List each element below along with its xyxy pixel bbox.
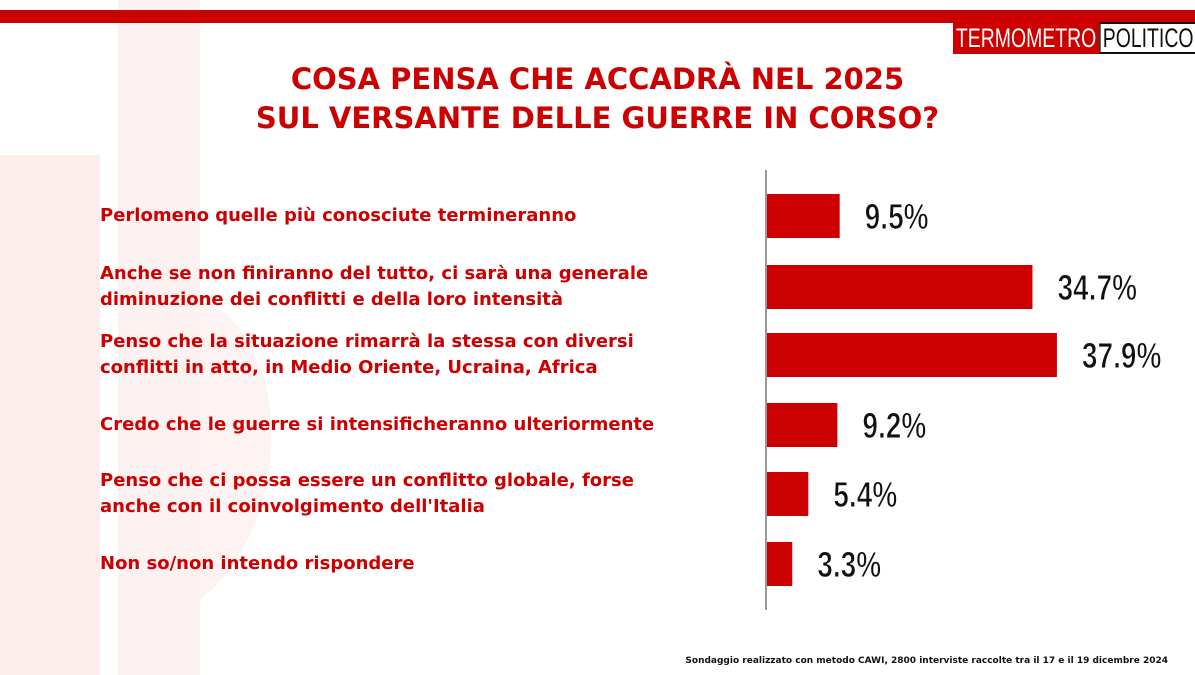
background-watermark xyxy=(0,0,272,675)
value-label-6: 3.3% xyxy=(817,545,881,585)
category-label-2-line-1: Anche se non finiranno del tutto, ci sar… xyxy=(100,263,649,284)
category-label-3: Penso che la situazione rimarrà la stess… xyxy=(100,329,740,381)
category-label-5-line-2: anche con il coinvolgimento dell'Italia xyxy=(100,496,485,517)
category-label-1: Perlomeno quelle più conosciute terminer… xyxy=(100,203,740,229)
category-label-6: Non so/non intendo rispondere xyxy=(100,551,740,577)
bar-2 xyxy=(767,265,1033,309)
bar-series xyxy=(767,194,1057,586)
category-label-1-line-1: Perlomeno quelle più conosciute terminer… xyxy=(100,205,577,226)
bar-6 xyxy=(767,542,793,586)
category-label-5: Penso che ci possa essere un conflitto g… xyxy=(100,468,740,520)
value-label-3: 37.9% xyxy=(1082,336,1162,376)
top-stripe xyxy=(0,10,1195,23)
value-label-1: 9.5% xyxy=(865,197,929,237)
value-labels: 9.5% 34.7% 37.9% 9.2% 5.4% 3.3% xyxy=(817,196,1162,585)
category-label-4-line-1: Credo che le guerre si intensificheranno… xyxy=(100,414,655,435)
brand-logo: TERMOMETRO POLITICO xyxy=(953,22,1195,54)
title-line-2: SUL VERSANTE DELLE GUERRE IN CORSO? xyxy=(255,101,940,135)
value-label-5: 5.4% xyxy=(833,475,897,515)
category-label-4: Credo che le guerre si intensificheranno… xyxy=(100,412,740,438)
category-label-2: Anche se non finiranno del tutto, ci sar… xyxy=(100,261,740,313)
chart-title: COSA PENSA CHE ACCADRÀ NEL 2025 SUL VERS… xyxy=(0,60,1195,138)
value-label-2: 34.7% xyxy=(1057,268,1137,308)
logo-termometro: TERMOMETRO xyxy=(953,22,1100,54)
bar-1 xyxy=(767,194,840,238)
logo-politico: POLITICO xyxy=(1099,22,1195,54)
bar-4 xyxy=(767,403,838,447)
category-label-3-line-1: Penso che la situazione rimarrà la stess… xyxy=(100,331,634,352)
title-line-1: COSA PENSA CHE ACCADRÀ NEL 2025 xyxy=(290,62,905,96)
bar-3 xyxy=(767,333,1057,377)
category-label-2-line-2: diminuzione dei conflitti e della loro i… xyxy=(100,289,564,310)
category-label-5-line-1: Penso che ci possa essere un conflitto g… xyxy=(100,470,634,491)
bar-5 xyxy=(767,472,809,516)
survey-footnote: Sondaggio realizzato con metodo CAWI, 28… xyxy=(685,656,1168,666)
category-label-3-line-2: conflitti in atto, in Medio Oriente, Ucr… xyxy=(100,357,598,378)
category-label-6-line-1: Non so/non intendo rispondere xyxy=(100,553,415,574)
value-label-4: 9.2% xyxy=(862,406,926,446)
